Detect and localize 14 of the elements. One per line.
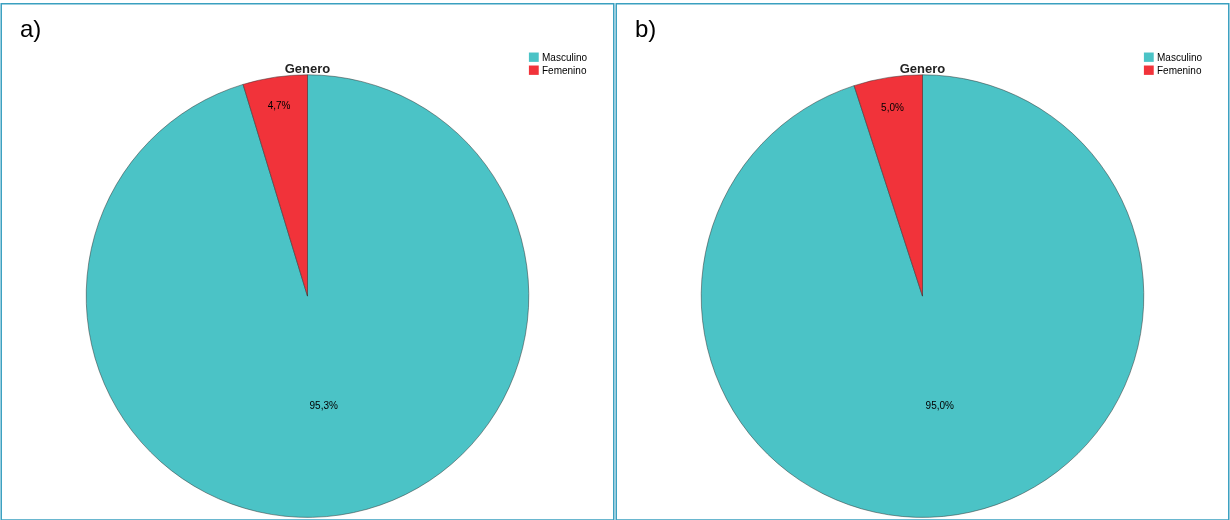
legend-label: Masculino (1157, 52, 1203, 63)
data-label: 95,0% (925, 399, 955, 411)
legend-label: Femenino (542, 65, 587, 76)
text: Genero (899, 60, 946, 76)
text: a) (20, 15, 42, 42)
legend-label: Femenino (1157, 65, 1202, 76)
data-label: 4,7% (267, 99, 291, 111)
data-label: 95,3% (309, 400, 339, 412)
text: b) (635, 15, 657, 42)
data-label: 5,0% (881, 101, 905, 113)
pie-slice (85, 74, 529, 518)
legend-label: Masculino (542, 52, 588, 63)
text: Genero (284, 60, 331, 76)
pie-slice (701, 74, 1145, 518)
